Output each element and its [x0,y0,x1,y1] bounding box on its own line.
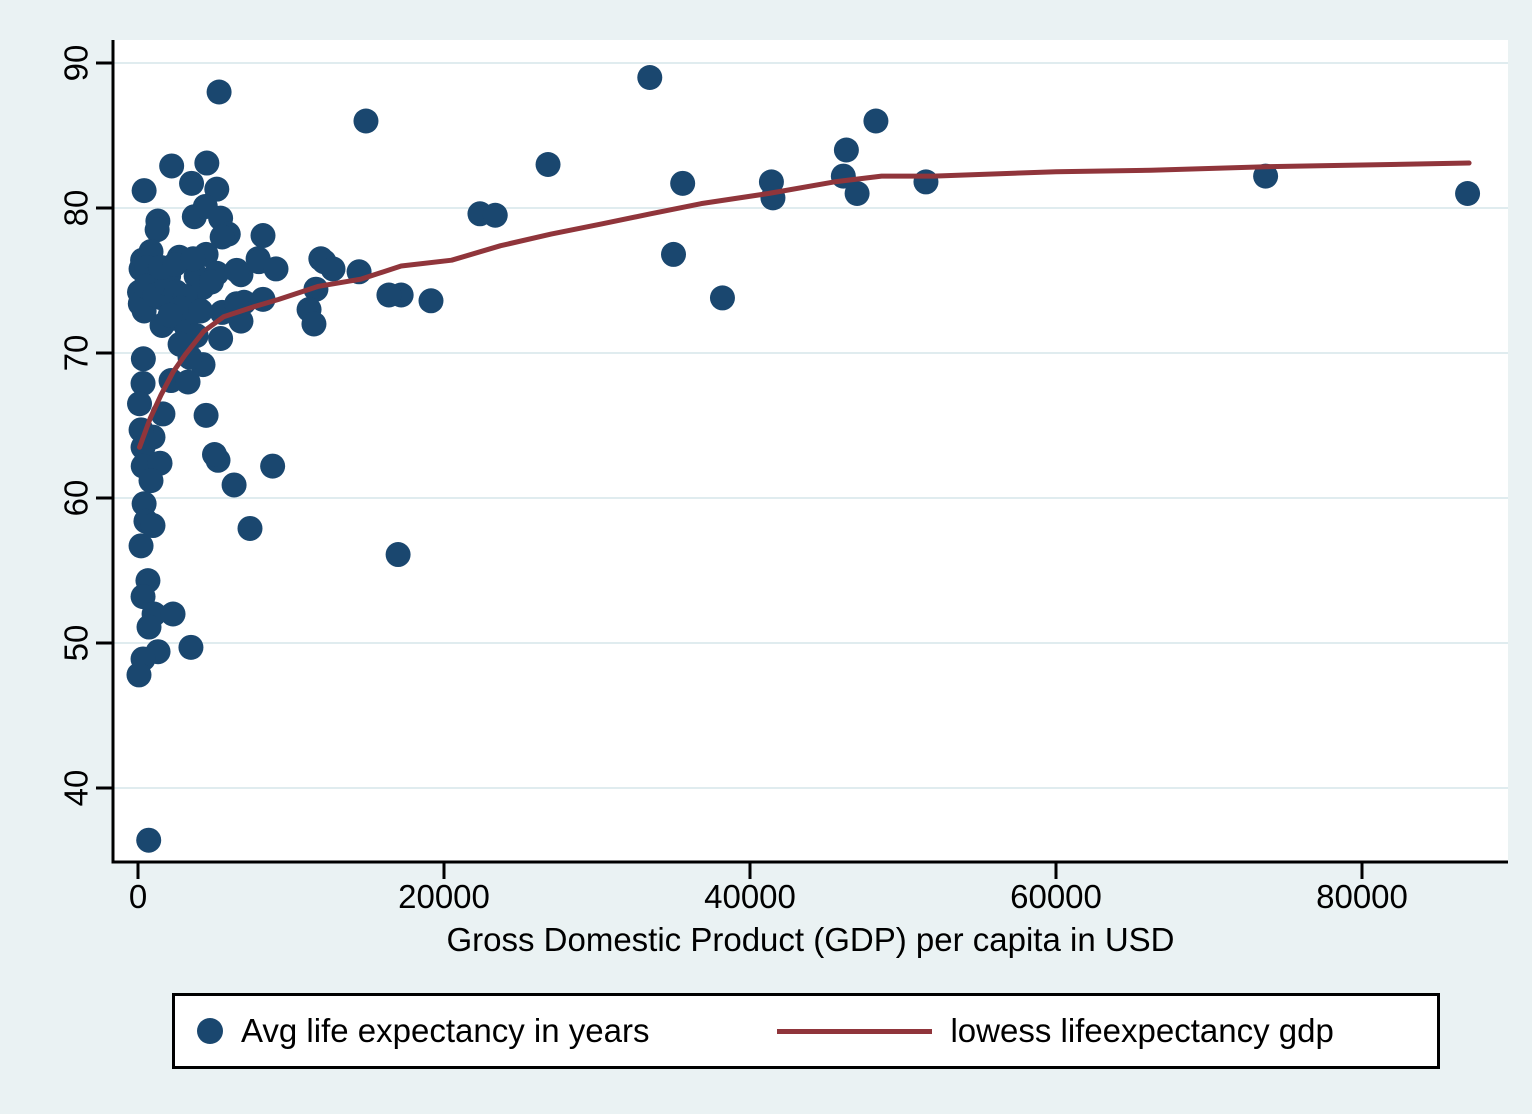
data-point [250,223,276,249]
data-point [194,150,220,176]
data-point [260,453,286,479]
data-point [130,370,156,396]
legend-item-scatter: Avg life expectancy in years [197,1012,649,1050]
data-point [301,311,327,337]
plot-area [113,40,1508,862]
data-point [136,614,162,640]
legend-item-lowess: lowess lifeexpectancy gdp [777,1012,1334,1050]
legend-box: Avg life expectancy in years lowess life… [172,993,1440,1069]
legend-label-scatter: Avg life expectancy in years [241,1012,650,1049]
data-point [208,326,234,351]
data-point [157,302,183,328]
data-point [320,256,346,282]
lowess-line [137,160,1472,450]
data-point [193,402,219,428]
data-point [179,170,205,196]
x-tick-label: 20000 [398,878,490,915]
data-point [913,169,939,195]
data-point [833,137,859,163]
y-tick-label: 70 [58,335,95,372]
data-point [263,256,289,282]
data-point [482,202,508,228]
data-point [670,170,696,196]
data-point [188,298,214,324]
line-marker-icon [777,1028,933,1034]
y-tick-label: 50 [58,625,95,662]
y-tick-label: 90 [58,45,95,82]
axes [96,40,1508,879]
data-point [385,542,411,568]
data-point [237,515,263,541]
data-point [128,533,154,559]
data-point [353,108,379,134]
y-tick-label: 40 [58,770,95,807]
data-point [209,224,235,250]
data-point [126,662,152,688]
data-point [637,65,663,90]
data-point [198,269,224,295]
data-point [144,217,170,243]
data-point [127,391,153,417]
data-point [844,181,870,206]
data-point [1455,181,1481,206]
data-point [863,108,889,134]
circle-marker-icon [197,1018,223,1044]
y-tick-label: 80 [58,190,95,227]
gridlines [113,62,1508,789]
data-point [535,152,561,177]
data-point [140,513,166,539]
data-point [160,601,186,627]
data-point [224,257,250,283]
legend-label-lowess: lowess lifeexpectancy gdp [950,1012,1334,1049]
data-point [131,178,157,204]
lowess-path [137,160,1472,450]
data-point [376,282,402,308]
data-point [709,285,735,311]
data-point [202,442,227,467]
x-tick-label: 80000 [1316,878,1408,915]
data-point [1253,163,1279,189]
x-tick-label: 0 [129,878,147,915]
x-tick-label: 60000 [1010,878,1102,915]
data-point [138,468,164,494]
tick-labels: 40 50 60 70 80 90 0 20000 40000 60000 80000 [58,45,1408,915]
data-point [178,634,204,660]
x-axis-title: Gross Domestic Product (GDP) per capita … [446,921,1175,958]
data-point [136,827,162,853]
data-point [175,369,201,395]
data-point [130,434,156,460]
data-point [661,241,686,267]
y-tick-label: 60 [58,480,95,517]
data-point [206,79,232,105]
data-point [159,153,185,179]
data-point [221,472,247,498]
data-point [130,346,156,372]
x-tick-label: 40000 [704,878,796,915]
data-point [418,288,444,314]
data-point [180,246,206,272]
